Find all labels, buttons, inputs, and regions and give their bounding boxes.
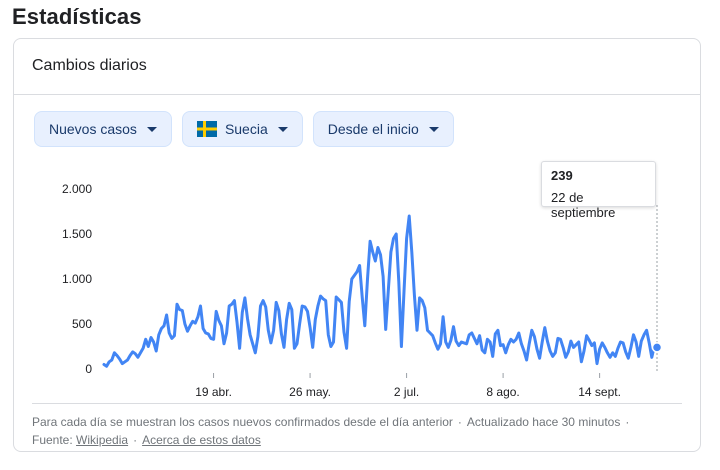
x-tick-label: 8 ago.	[486, 385, 519, 399]
chart-tooltip: 239 22 de septiembre	[541, 161, 656, 220]
selected-data-point	[651, 342, 663, 353]
tooltip-value: 239	[551, 168, 573, 183]
country-dropdown-label: Suecia	[224, 121, 268, 137]
y-tick-label: 2.000	[62, 182, 92, 196]
metric-dropdown[interactable]: Nuevos casos	[34, 111, 172, 147]
source-label: Fuente:	[32, 433, 73, 447]
x-tick-label: 2 jul.	[394, 385, 419, 399]
y-tick-label: 1.500	[62, 227, 92, 241]
about-data-link[interactable]: Acerca de estos datos	[142, 433, 261, 447]
y-tick-label: 1.000	[62, 272, 92, 286]
card-footer: Para cada día se muestran los casos nuev…	[32, 415, 630, 447]
caret-down-icon	[277, 126, 288, 132]
updated-text: Actualizado hace 30 minutos	[466, 415, 621, 429]
daily-cases-chart[interactable]: 0 500 1.000 1.500 2.000 19 abr. 26 may. 2 jul. 8…	[14, 157, 702, 403]
x-tick-label: 26 may.	[289, 385, 331, 399]
footer-divider	[32, 403, 682, 404]
range-dropdown[interactable]: Desde el inicio	[312, 111, 454, 147]
y-tick-label: 500	[72, 317, 92, 331]
page-title: Estadísticas	[12, 4, 142, 29]
card-title: Cambios diarios	[14, 39, 700, 95]
metric-dropdown-label: Nuevos casos	[49, 121, 137, 137]
y-tick-label: 0	[85, 362, 92, 376]
tooltip-date: 22 de septiembre	[551, 190, 616, 220]
wikipedia-link[interactable]: Wikipedia	[76, 433, 129, 447]
x-tick-label: 14 sept.	[578, 385, 621, 399]
caret-down-icon	[428, 126, 439, 132]
caret-down-icon	[146, 126, 157, 132]
x-tick-label: 19 abr.	[195, 385, 232, 399]
stats-card: Cambios diarios Nuevos casos Suecia Desd…	[13, 38, 701, 452]
range-dropdown-label: Desde el inicio	[327, 121, 419, 137]
footer-note: Para cada día se muestran los casos nuev…	[32, 415, 453, 429]
filter-bar: Nuevos casos Suecia Desde el inicio	[34, 111, 454, 147]
series-line	[102, 214, 659, 368]
sweden-flag-icon	[196, 121, 217, 137]
country-dropdown[interactable]: Suecia	[181, 111, 303, 147]
